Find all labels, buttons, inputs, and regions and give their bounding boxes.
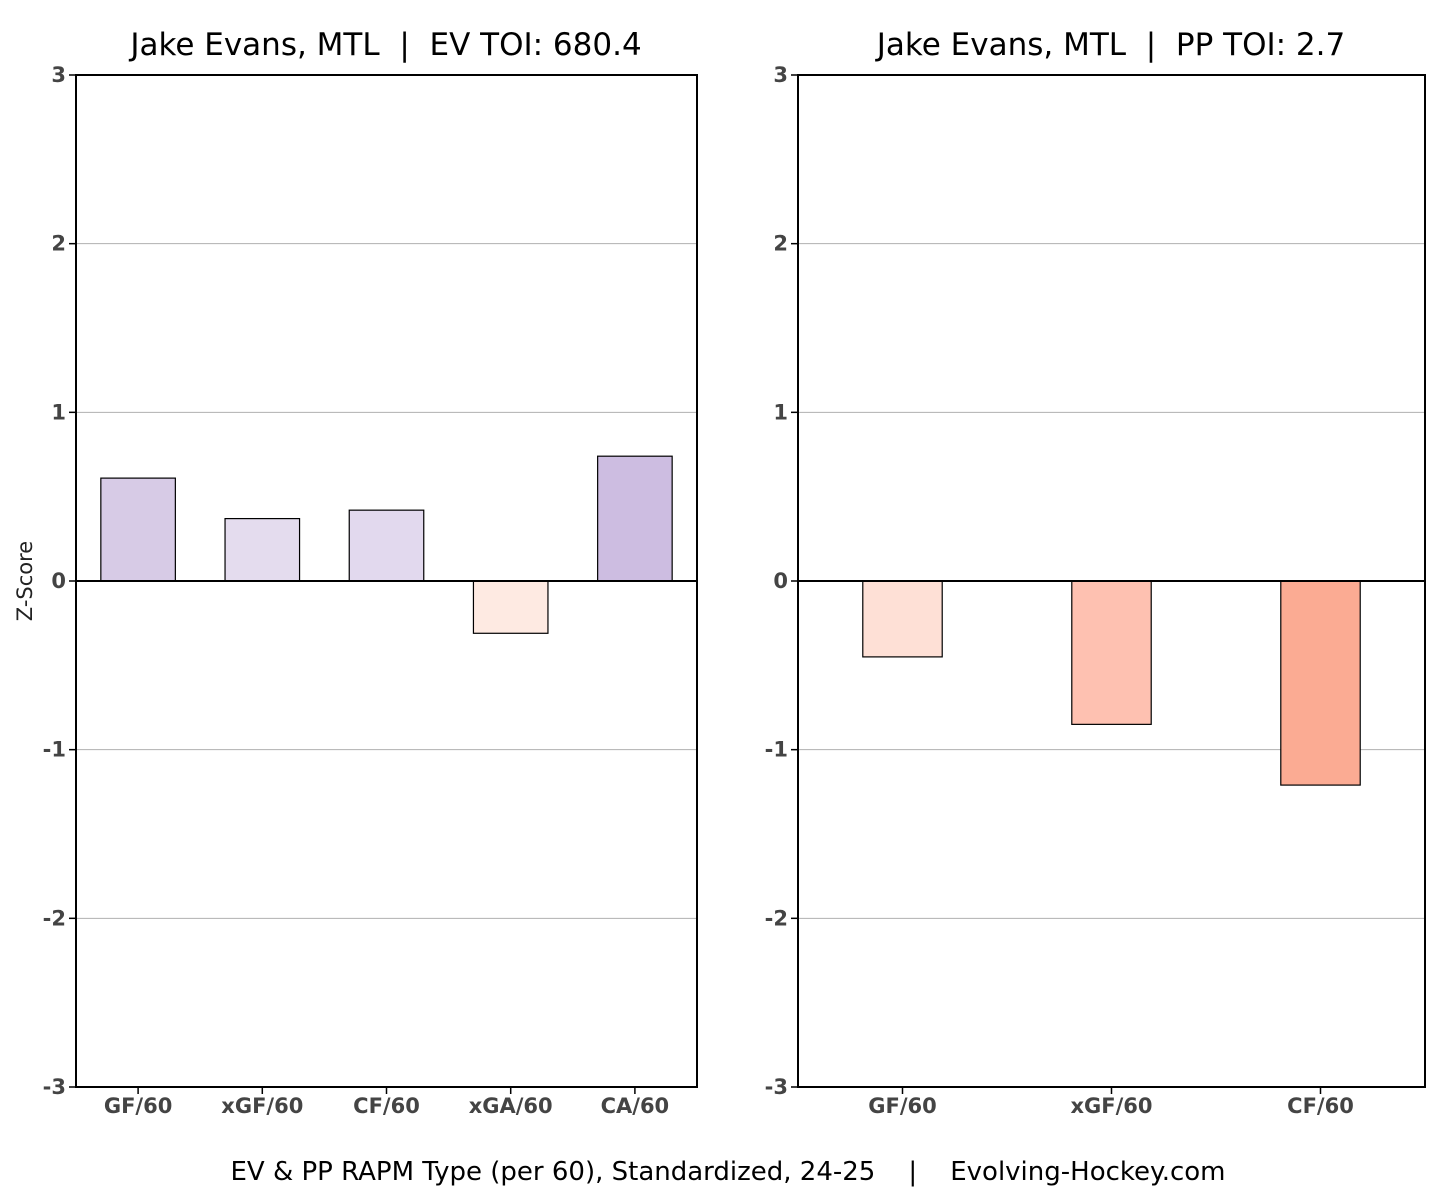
y-axis-label: Z-Score bbox=[13, 541, 37, 621]
pp-y-tick-label: -1 bbox=[765, 738, 788, 762]
ev-panel: Jake Evans, MTL | EV TOI: 680.4 Z-Score … bbox=[13, 27, 698, 1118]
pp-x-tick-label: GF/60 bbox=[868, 1094, 936, 1118]
ev-plot-frame bbox=[75, 74, 698, 1088]
pp-y-tick-label: -2 bbox=[765, 906, 788, 930]
pp-x-tick-label: xGF/60 bbox=[1070, 1094, 1152, 1118]
pp-bar-gf-60 bbox=[862, 580, 943, 658]
ev-y-tick-label: -1 bbox=[43, 738, 66, 762]
pp-y-tick-label: 0 bbox=[773, 569, 788, 593]
figure-footer: EV & PP RAPM Type (per 60), Standardized… bbox=[230, 1157, 1225, 1187]
ev-bar-xgf-60 bbox=[224, 517, 301, 582]
ev-x-tick-label: xGF/60 bbox=[221, 1094, 303, 1118]
pp-x-tick-label: CF/60 bbox=[1287, 1094, 1354, 1118]
pp-chart-title: Jake Evans, MTL | PP TOI: 2.7 bbox=[875, 27, 1345, 63]
ev-y-tick-label: 0 bbox=[51, 569, 66, 593]
ev-x-tick-label: GF/60 bbox=[104, 1094, 172, 1118]
pp-bar-xgf-60 bbox=[1071, 580, 1152, 725]
pp-y-tick-label: 1 bbox=[773, 400, 788, 424]
pp-plot-frame bbox=[797, 74, 1426, 1088]
ev-chart-title: Jake Evans, MTL | EV TOI: 680.4 bbox=[128, 27, 641, 63]
ev-y-tick-label: 1 bbox=[51, 400, 66, 424]
ev-y-tick-label: 3 bbox=[51, 63, 66, 87]
pp-y-tick-label: 2 bbox=[773, 232, 788, 256]
ev-x-tick-label: CA/60 bbox=[601, 1094, 670, 1118]
pp-y-tick-label: 3 bbox=[773, 63, 788, 87]
ev-x-tick-label: CF/60 bbox=[353, 1094, 420, 1118]
ev-bar-cf-60 bbox=[348, 509, 425, 582]
pp-plot-area: -3 -2 -1 0 1 2 3 GF/60 xGF/60 CF/60 bbox=[765, 63, 1426, 1118]
ev-plot-area: -3 -2 -1 0 1 2 3 GF/60 xGF/60 CF/60 xGA/60 CA/60 bbox=[43, 63, 698, 1118]
pp-panel: Jake Evans, MTL | PP TOI: 2.7 -3 -2 -1 0 1 2 3… bbox=[765, 27, 1426, 1118]
ev-bar-ca-60 bbox=[597, 455, 673, 582]
pp-y-tick-label: -3 bbox=[765, 1075, 788, 1099]
ev-y-tick-label: -3 bbox=[43, 1075, 66, 1099]
ev-bar-xga-60 bbox=[472, 580, 549, 634]
pp-bar-cf-60 bbox=[1280, 580, 1361, 786]
ev-y-tick-label: 2 bbox=[51, 232, 66, 256]
ev-x-tick-label: xGA/60 bbox=[469, 1094, 553, 1118]
ev-bar-gf-60 bbox=[100, 477, 176, 582]
ev-y-tick-label: -2 bbox=[43, 906, 66, 930]
